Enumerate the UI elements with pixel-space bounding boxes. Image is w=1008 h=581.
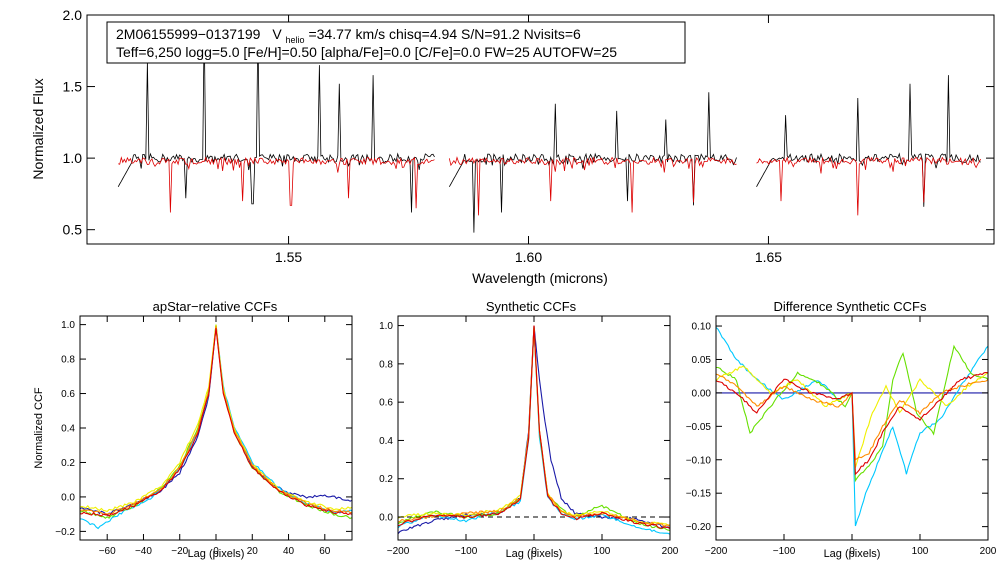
spectrum-line-model-chip-2	[448, 156, 737, 216]
x-tick-label: 20	[247, 546, 259, 557]
difference-ccf-panel: Difference Synthetic CCFs −200 −100 0 100 20…	[686, 299, 997, 560]
ccf-line-visit-4	[715, 365, 989, 468]
y-tick-label: −0.05	[686, 422, 712, 433]
ccf-line-visit-2	[79, 324, 353, 530]
x-tick-label: −200	[387, 546, 410, 557]
ccf-line-visit-4	[79, 324, 353, 513]
y-tick-label: 0.8	[379, 359, 393, 370]
y-tick-label: −0.10	[686, 455, 712, 466]
y-tick-label: 0.2	[379, 474, 393, 485]
synthetic-ccf-ticks: −200 −100 0 100 200 0.0 0.2 0.4 0.6 0.8 1.0	[379, 316, 679, 557]
y-tick-label: 0.0	[379, 513, 393, 524]
ccf-line-visit-5	[715, 373, 989, 461]
difference-ccf-ticks: −200 −100 0 100 200 −0.20 −0.15 −0.10 −0.05 0.00 0…	[686, 316, 997, 557]
y-tick-label: 0.0	[61, 492, 75, 503]
y-tick-label: 0.05	[692, 355, 712, 366]
ccf-line-visit-4	[397, 327, 671, 526]
ccf-line-visit-5	[397, 325, 671, 528]
x-tick-label: 0	[531, 546, 537, 557]
x-tick-label: −100	[773, 546, 796, 557]
x-tick-label: 1.65	[755, 249, 782, 265]
apstar-ccf-series-group	[79, 324, 353, 530]
ccf-line-visit-6	[715, 371, 989, 476]
y-tick-label: 1.0	[63, 150, 83, 166]
ccf-line-visit-2	[715, 326, 989, 527]
y-tick-label: 0.6	[61, 389, 75, 400]
synthetic-ccf-xlabel: Lag (pixels)	[506, 548, 563, 560]
y-tick-label: 0.4	[61, 424, 75, 435]
x-tick-label: 1.55	[275, 249, 302, 265]
x-tick-label: 100	[594, 546, 611, 557]
y-tick-label: 1.0	[61, 320, 75, 331]
x-tick-label: 0	[213, 546, 219, 557]
difference-ccf-frame	[715, 315, 989, 541]
spectrum-series-group	[117, 22, 982, 233]
x-tick-label: 100	[912, 546, 929, 557]
x-tick-label: 200	[662, 546, 679, 557]
spectrum-xlabel: Wavelength (microns)	[472, 270, 608, 286]
y-tick-label: 0.4	[379, 436, 393, 447]
x-tick-label: 200	[980, 546, 997, 557]
annotation-line2: Teff=6,250 logg=5.0 [Fe/H]=0.50 [alpha/F…	[116, 44, 617, 60]
synthetic-ccf-panel: Synthetic CCFs −200 −100 0 100 200 0.0 0.2 0.4 0…	[379, 299, 679, 560]
spectrum-panel: 1.55 1.60 1.65 0.5 1.0 1.5 2.0 2M06155999−0137…	[30, 7, 995, 286]
annotation-line1: 2M06155999−0137199 V helio =34.77 km/s c…	[116, 26, 581, 46]
y-tick-label: 0.10	[692, 322, 712, 333]
x-tick-label: 1.60	[515, 249, 542, 265]
y-tick-label: 0.00	[692, 388, 712, 399]
spectrum-line-observed-chip-3	[756, 75, 981, 207]
spectrum-line-observed-chip-2	[448, 92, 737, 233]
spectrum-plot-frame	[86, 14, 995, 245]
y-tick-label: 2.0	[63, 7, 83, 23]
spectrum-annotation-box: 2M06155999−0137199 V helio =34.77 km/s c…	[106, 21, 686, 64]
difference-ccf-title: Difference Synthetic CCFs	[774, 299, 927, 314]
ccf-line-visit-6	[397, 325, 671, 529]
ccf-line-visit-1	[397, 325, 671, 535]
ccf-line-visit-6	[80, 328, 353, 517]
apstar-ccf-xlabel: Lag (pixels)	[188, 548, 245, 560]
spectrum-line-model-chip-3	[756, 156, 982, 216]
apstar-ccf-ylabel: Normalized CCF	[33, 387, 45, 469]
x-tick-label: −200	[705, 546, 728, 557]
x-tick-label: 60	[319, 546, 331, 557]
velocity-stats: =34.77 km/s chisq=4.94 S/N=91.2 Nvisits=…	[308, 26, 581, 42]
y-tick-label: −0.15	[686, 489, 712, 500]
ccf-line-visit-2	[397, 327, 671, 535]
apstar-ccf-title: apStar−relative CCFs	[153, 299, 278, 314]
y-tick-label: 0.2	[61, 458, 75, 469]
x-tick-label: −100	[455, 546, 478, 557]
y-tick-label: 0.8	[61, 355, 75, 366]
spectrum-ylabel: Normalized Flux	[30, 78, 46, 179]
y-tick-label: 1.0	[379, 321, 393, 332]
ccf-line-visit-5	[79, 326, 352, 515]
synthetic-ccf-frame	[397, 315, 671, 541]
annotation-frame	[106, 21, 686, 64]
y-tick-label: −0.2	[55, 527, 75, 538]
ccf-line-visit-3	[79, 324, 353, 520]
velocity-subscript: helio	[286, 35, 305, 45]
difference-ccf-series-group	[715, 326, 989, 527]
apstar-ccf-panel: apStar−relative CCFs −60 −40 −20 0 20 40 60 −0.…	[33, 299, 353, 560]
difference-ccf-xlabel: Lag (pixels)	[824, 548, 881, 560]
synthetic-ccf-title: Synthetic CCFs	[486, 299, 577, 314]
y-tick-label: 0.6	[379, 398, 393, 409]
star-id: 2M06155999−0137199	[116, 26, 261, 42]
x-tick-label: −60	[99, 546, 116, 557]
ccf-line-visit-1	[79, 326, 353, 517]
x-tick-label: 0	[849, 546, 855, 557]
spectrum-ticks: 1.55 1.60 1.65 0.5 1.0 1.5 2.0	[63, 7, 994, 265]
x-tick-label: 40	[283, 546, 295, 557]
x-tick-label: −20	[171, 546, 188, 557]
velocity-symbol: V	[272, 26, 282, 42]
x-tick-label: −40	[135, 546, 152, 557]
y-tick-label: 0.5	[63, 222, 83, 238]
spectrum-line-model-chip-1	[118, 156, 435, 213]
apstar-ccf-ticks: −60 −40 −20 0 20 40 60 −0.2 0.0 0.2 0.4 0.6 0.8 1.0	[55, 316, 352, 557]
y-tick-label: 1.5	[63, 78, 83, 94]
synthetic-ccf-series-group	[397, 325, 671, 535]
ccf-line-visit-3	[397, 327, 671, 531]
y-tick-label: −0.20	[686, 522, 712, 533]
